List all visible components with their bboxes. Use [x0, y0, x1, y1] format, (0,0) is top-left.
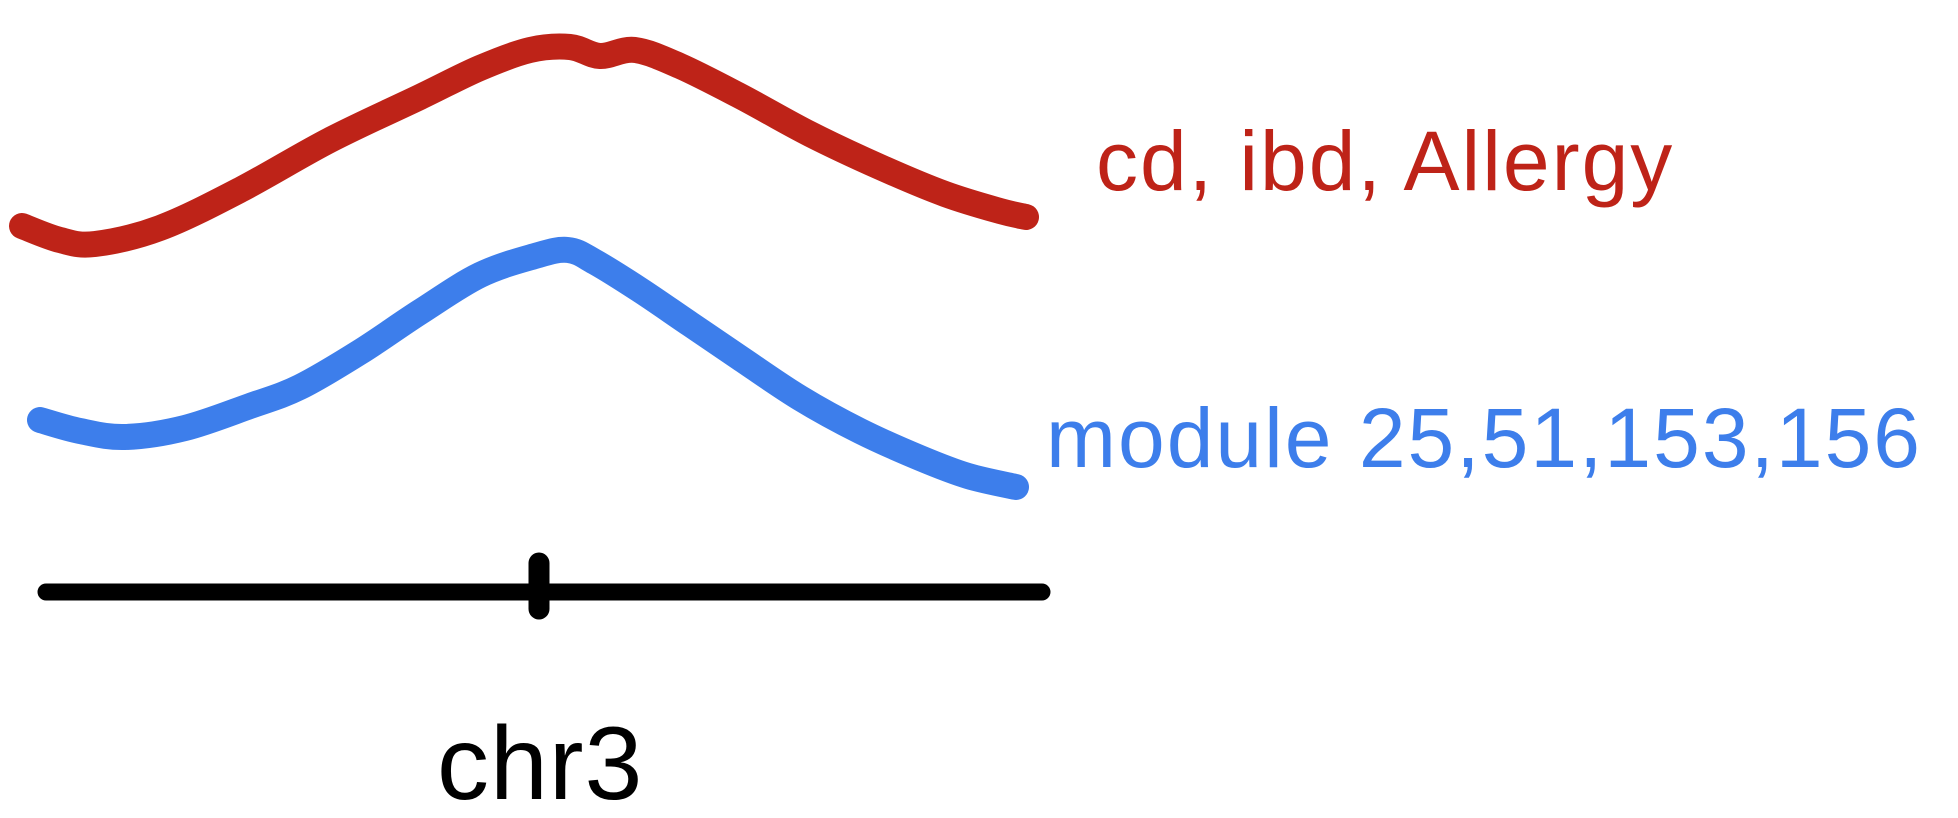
module-curve [27, 236, 1029, 500]
disease-curve [9, 33, 1039, 258]
chromosome-label: chr3 [437, 706, 644, 818]
disease-curve-label: cd, ibd, Allergy [1096, 114, 1675, 208]
module-curve-label: module 25,51,153,156 [1046, 391, 1923, 485]
